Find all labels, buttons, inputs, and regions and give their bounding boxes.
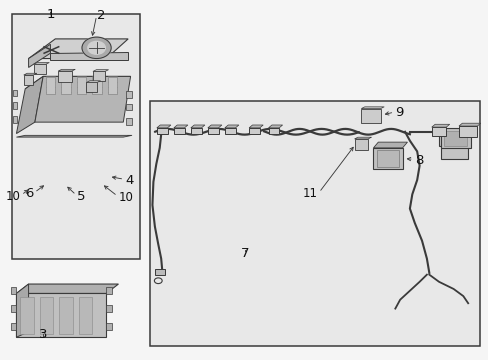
Polygon shape bbox=[93, 70, 108, 71]
Text: 4: 4 bbox=[125, 174, 134, 186]
Text: 3: 3 bbox=[39, 328, 47, 342]
Polygon shape bbox=[248, 125, 263, 128]
Polygon shape bbox=[431, 124, 449, 127]
Circle shape bbox=[82, 37, 111, 59]
Polygon shape bbox=[17, 284, 28, 337]
Text: 2: 2 bbox=[97, 9, 105, 22]
Bar bbox=[155, 269, 165, 275]
Circle shape bbox=[88, 41, 105, 54]
Bar bbox=[106, 323, 112, 330]
Bar bbox=[45, 77, 55, 94]
Text: 1: 1 bbox=[46, 8, 55, 21]
Bar bbox=[207, 128, 218, 134]
Bar bbox=[438, 132, 465, 146]
Bar bbox=[86, 82, 97, 92]
Bar bbox=[361, 109, 380, 123]
Bar bbox=[354, 139, 367, 150]
Bar bbox=[106, 287, 112, 294]
Bar bbox=[157, 128, 167, 134]
Bar bbox=[431, 127, 446, 136]
Polygon shape bbox=[35, 76, 130, 122]
Bar bbox=[125, 118, 131, 125]
Text: 7: 7 bbox=[240, 247, 248, 260]
Text: 9: 9 bbox=[394, 106, 403, 120]
Bar bbox=[458, 126, 476, 138]
Bar bbox=[12, 14, 140, 258]
Bar bbox=[11, 287, 17, 294]
Polygon shape bbox=[25, 76, 130, 89]
Polygon shape bbox=[50, 52, 128, 60]
Bar bbox=[268, 128, 279, 134]
Bar bbox=[13, 116, 18, 123]
Bar bbox=[13, 90, 18, 96]
Bar bbox=[17, 293, 106, 337]
Bar bbox=[373, 148, 402, 169]
Bar bbox=[376, 150, 398, 167]
Polygon shape bbox=[17, 76, 43, 134]
Bar bbox=[13, 102, 18, 109]
Bar bbox=[77, 77, 86, 94]
Polygon shape bbox=[207, 125, 222, 128]
Bar bbox=[61, 77, 71, 94]
Polygon shape bbox=[86, 81, 101, 82]
Polygon shape bbox=[458, 123, 480, 126]
Bar bbox=[441, 144, 467, 158]
Bar bbox=[443, 131, 466, 146]
Bar bbox=[125, 91, 131, 98]
Polygon shape bbox=[268, 125, 282, 128]
Text: 6: 6 bbox=[25, 187, 33, 200]
Bar bbox=[190, 128, 201, 134]
Text: 10: 10 bbox=[118, 191, 133, 204]
Polygon shape bbox=[173, 125, 187, 128]
Polygon shape bbox=[354, 137, 371, 139]
Polygon shape bbox=[224, 125, 239, 128]
Polygon shape bbox=[17, 284, 118, 293]
Bar bbox=[11, 305, 17, 312]
Bar bbox=[107, 77, 117, 94]
Polygon shape bbox=[28, 44, 50, 67]
Bar bbox=[11, 323, 17, 330]
Text: 11: 11 bbox=[302, 187, 317, 200]
Bar bbox=[173, 128, 184, 134]
Text: 10: 10 bbox=[5, 190, 20, 203]
Bar bbox=[59, 297, 73, 334]
Bar bbox=[92, 77, 102, 94]
Bar bbox=[20, 297, 34, 334]
Polygon shape bbox=[28, 39, 128, 59]
Polygon shape bbox=[157, 125, 170, 128]
Bar bbox=[58, 71, 72, 82]
Polygon shape bbox=[34, 63, 49, 64]
Polygon shape bbox=[373, 142, 407, 148]
Bar bbox=[24, 75, 33, 85]
Bar bbox=[224, 128, 235, 134]
Bar bbox=[106, 305, 112, 312]
Polygon shape bbox=[58, 69, 75, 71]
Bar bbox=[93, 71, 105, 81]
Polygon shape bbox=[24, 73, 37, 75]
Bar bbox=[248, 128, 259, 134]
Text: 5: 5 bbox=[77, 190, 85, 203]
Polygon shape bbox=[361, 107, 384, 109]
Polygon shape bbox=[190, 125, 204, 128]
Bar bbox=[34, 64, 46, 74]
Polygon shape bbox=[17, 135, 132, 137]
Bar bbox=[40, 297, 53, 334]
Bar bbox=[125, 104, 131, 111]
Bar bbox=[441, 128, 469, 148]
Text: 8: 8 bbox=[414, 154, 422, 167]
Bar bbox=[79, 297, 92, 334]
Bar bbox=[150, 102, 479, 346]
